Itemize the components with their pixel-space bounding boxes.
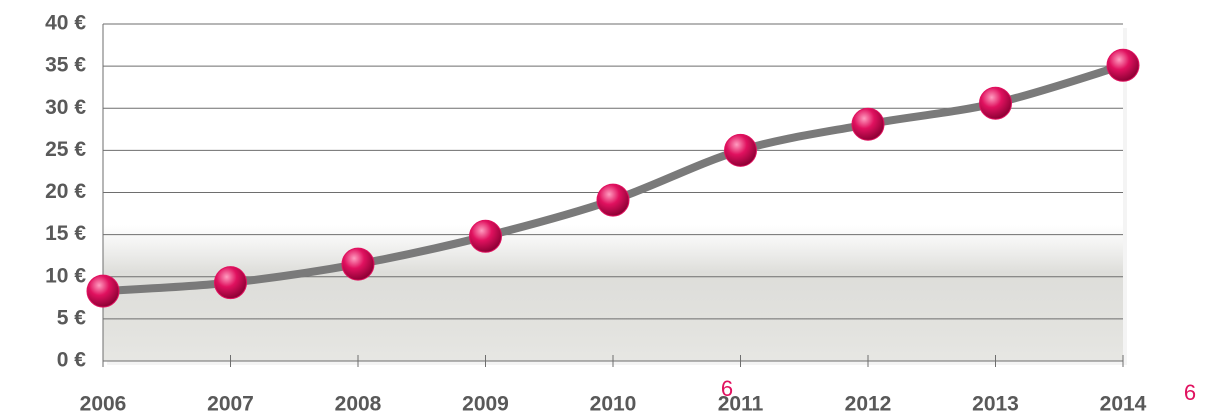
y-tick-label: 30 € xyxy=(45,96,86,119)
marker xyxy=(341,247,375,281)
x-tick-label: 2006 xyxy=(80,393,127,416)
x-tick-label: 2008 xyxy=(335,393,382,416)
annotation: 6 xyxy=(1184,380,1196,405)
marker xyxy=(1106,48,1140,82)
marker xyxy=(979,86,1012,120)
y-tick-label: 20 € xyxy=(45,180,86,203)
annotation: 6 xyxy=(721,376,733,401)
x-tick-label: 2011 xyxy=(718,393,764,416)
y-tick-label: 25 € xyxy=(45,138,86,161)
x-tick-label: 2012 xyxy=(845,393,892,416)
y-tick-label: 15 € xyxy=(45,222,86,245)
marker xyxy=(469,219,502,253)
y-tick-label: 0 € xyxy=(57,349,87,372)
x-tick-label: 2014 xyxy=(1100,393,1147,416)
marker xyxy=(596,183,630,217)
x-tick-label: 2009 xyxy=(462,393,509,416)
x-tick-label: 2007 xyxy=(207,393,254,416)
x-tick-label: 2013 xyxy=(972,393,1019,416)
marker xyxy=(214,266,247,300)
marker xyxy=(86,274,120,308)
y-tick-label: 10 € xyxy=(45,264,86,287)
marker xyxy=(724,133,757,167)
x-tick-label: 2010 xyxy=(590,393,637,416)
y-tick-label: 5 € xyxy=(57,306,87,329)
y-tick-label: 35 € xyxy=(45,54,86,77)
marker xyxy=(851,107,885,141)
background-image xyxy=(103,225,1123,361)
y-tick-label: 40 € xyxy=(45,12,86,35)
